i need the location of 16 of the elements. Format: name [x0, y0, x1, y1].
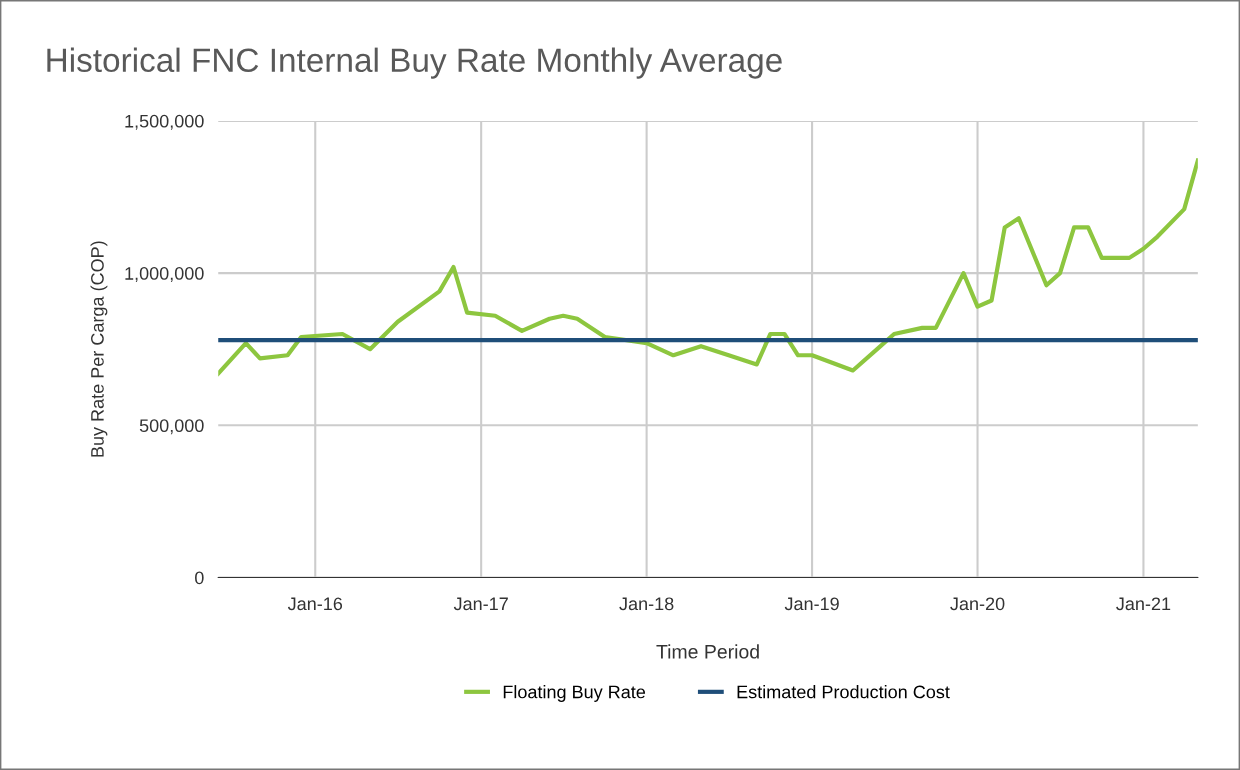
y-axis-title: Buy Rate Per Carga (COP) — [90, 241, 108, 457]
x-tick-label: Jan-19 — [784, 597, 839, 611]
legend-label: Estimated Production Cost — [737, 685, 950, 699]
x-tick-label: Jan-16 — [287, 597, 343, 611]
chart-title: Historical FNC Internal Buy Rate Monthly Average — [47, 47, 782, 79]
y-tick-label: 0 — [195, 571, 204, 585]
y-tick-label: 500,000 — [139, 419, 204, 435]
x-tick-label: Jan-17 — [453, 597, 508, 611]
x-tick-label: Jan-20 — [950, 597, 1005, 611]
legend-label: Floating Buy Rate — [503, 685, 646, 702]
y-tick-label: 1,000,000 — [125, 267, 204, 282]
line-series — [218, 158, 1198, 376]
x-tick-label: Jan-18 — [619, 597, 674, 611]
y-tick-label: 1,500,000 — [125, 114, 204, 130]
x-axis-title: Time Period — [656, 644, 759, 659]
x-tick-label: Jan-21 — [1116, 597, 1171, 611]
